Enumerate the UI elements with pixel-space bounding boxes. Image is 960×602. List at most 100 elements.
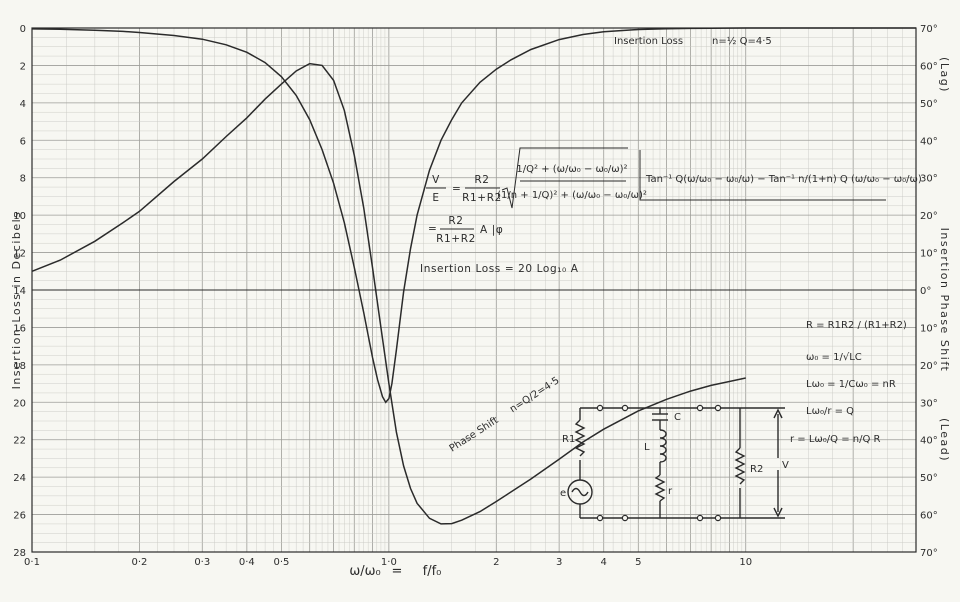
right-tick-label: 10° xyxy=(920,323,938,334)
left-tick-label: 28 xyxy=(13,548,26,559)
x-axis-title: ω/ω₀ = f/f₀ xyxy=(349,564,441,579)
insertion-loss-curve-label: Insertion Loss n=½ Q=4·5 xyxy=(614,35,772,47)
right-tick-label: 20° xyxy=(920,361,938,372)
eq2-frac-num: R2 xyxy=(448,215,463,227)
eq1-eq: = xyxy=(452,183,461,195)
inductor-symbol xyxy=(659,429,667,463)
def-r: R = R1R2 / (R1+R2) xyxy=(806,320,907,331)
left-tick-label: 22 xyxy=(13,436,26,447)
label-e: e xyxy=(560,488,566,499)
right-tick-label: 70° xyxy=(920,24,938,35)
v-arrow-head-bottom xyxy=(773,507,783,518)
left-tick-label: 20 xyxy=(13,398,26,409)
left-tick-label: 8 xyxy=(20,174,26,185)
x-axis-title-left: ω/ω₀ xyxy=(349,564,380,579)
circuit-terminal xyxy=(696,404,704,412)
x-tick-label: 5 xyxy=(635,557,641,568)
x-tick-label: 0·2 xyxy=(131,557,147,568)
insertion-loss-label-param: n=½ Q=4·5 xyxy=(712,35,772,47)
right-tick-label: 50° xyxy=(920,99,938,110)
left-tick-label: 4 xyxy=(20,99,26,110)
label-r-small: r xyxy=(668,486,673,497)
right-tick-label: 40° xyxy=(920,436,938,447)
eq1-sqrt-num: 1/Q² + (ω/ω₀ − ω₀/ω)² xyxy=(516,164,627,175)
def-reactance: Lω₀ = 1/Cω₀ = nR xyxy=(806,379,896,390)
left-tick-label: 26 xyxy=(13,511,26,522)
eq3-insertion-loss: Insertion Loss = 20 Log₁₀ A xyxy=(420,263,579,275)
circuit-diagram xyxy=(567,404,785,522)
right-tick-label: 10° xyxy=(920,249,938,260)
x-tick-label: 3 xyxy=(556,557,562,568)
right-tick-label: 0° xyxy=(920,286,931,297)
insertion-loss-label-text: Insertion Loss xyxy=(614,36,683,47)
x-tick-label: 0·4 xyxy=(239,557,255,568)
circuit-terminal xyxy=(714,514,722,522)
x-axis-title-eq: = xyxy=(392,564,403,579)
label-r2: R2 xyxy=(750,464,763,475)
circuit-labels: R1 L C r R2 e V xyxy=(560,412,789,499)
def-r-small: r = Lω₀/Q = n/Q R xyxy=(790,434,881,445)
series-layer xyxy=(31,27,916,525)
right-axis-title: Insertion Phase Shift xyxy=(938,228,951,373)
def-q: Lω₀/r = Q xyxy=(806,406,854,417)
left-tick-label: 24 xyxy=(13,473,26,484)
right-tick-label: 50° xyxy=(920,473,938,484)
eq1-sqrt-sign xyxy=(501,147,628,209)
eq1-sqrt-den: (1/n + 1/Q)² + (ω/ω₀ − ω₀/ω)² xyxy=(497,190,647,201)
right-tick-label: 70° xyxy=(920,548,938,559)
eq1-frac-num: R2 xyxy=(474,174,489,186)
x-axis-title-right: f/f₀ xyxy=(423,564,442,579)
left-tick-label: 16 xyxy=(13,323,26,334)
eq1-lhs-den: E xyxy=(432,192,439,204)
phase-shift-line xyxy=(31,62,746,525)
right-tick-label: 30° xyxy=(920,398,938,409)
circuit-terminal xyxy=(714,404,722,412)
circuit-terminal xyxy=(596,514,604,522)
right-tick-label: 40° xyxy=(920,136,938,147)
insertion-loss-line xyxy=(31,27,916,404)
x-tick-label: 10 xyxy=(739,557,752,568)
plot-frame xyxy=(31,27,917,553)
eq2-rest: A |φ xyxy=(480,224,503,236)
r2-resistor-symbol xyxy=(734,447,746,485)
label-v: V xyxy=(782,460,789,471)
left-tick-label: 2 xyxy=(20,61,26,72)
def-omega0: ω₀ = 1/√LC xyxy=(806,352,862,363)
x-tick-label: 4 xyxy=(601,557,607,568)
axis-ticks: 024681012141618202224262870°60°50°40°30°… xyxy=(13,24,937,568)
x-tick-label: 1·0 xyxy=(381,557,397,568)
r1-resistor-symbol xyxy=(574,419,586,457)
label-l: L xyxy=(644,442,650,453)
left-tick-label: 6 xyxy=(20,136,26,147)
x-tick-label: 0·3 xyxy=(194,557,210,568)
right-axis-lead-label: (Lead) xyxy=(938,418,951,462)
eq2-frac-den: R1+R2 xyxy=(436,233,476,245)
left-tick-label: 10 xyxy=(13,211,26,222)
right-axis-lag-label: (Lag) xyxy=(938,57,951,93)
circuit-terminal xyxy=(621,404,629,412)
x-tick-label: 0·5 xyxy=(273,557,289,568)
left-axis-title: Insertion Loss in Decibels xyxy=(10,211,23,390)
r-small-resistor-symbol xyxy=(654,474,666,502)
circuit-terminal xyxy=(621,514,629,522)
definitions-block: R = R1R2 / (R1+R2) ω₀ = 1/√LC Lω₀ = 1/Cω… xyxy=(790,320,907,445)
label-c: C xyxy=(674,412,681,423)
label-r1: R1 xyxy=(562,434,575,445)
left-tick-label: 12 xyxy=(13,249,26,260)
right-tick-label: 60° xyxy=(920,61,938,72)
eq1-angle: Tan⁻¹ Q(ω/ω₀ − ω₀/ω) − Tan⁻¹ n/(1+n) Q (… xyxy=(645,174,922,185)
left-tick-label: 0 xyxy=(20,24,26,35)
right-tick-label: 20° xyxy=(920,211,938,222)
circuit-terminal xyxy=(596,404,604,412)
right-tick-label: 60° xyxy=(920,511,938,522)
left-tick-label: 18 xyxy=(13,361,26,372)
circuit-terminals xyxy=(596,404,722,522)
right-tick-label: 30° xyxy=(920,174,938,185)
eq1-angle-bracket xyxy=(639,150,886,201)
eq1-frac-den: R1+R2 xyxy=(462,192,502,204)
left-tick-label: 14 xyxy=(13,286,26,297)
x-tick-label: 2 xyxy=(493,557,499,568)
eq2-eq: = xyxy=(428,223,437,235)
